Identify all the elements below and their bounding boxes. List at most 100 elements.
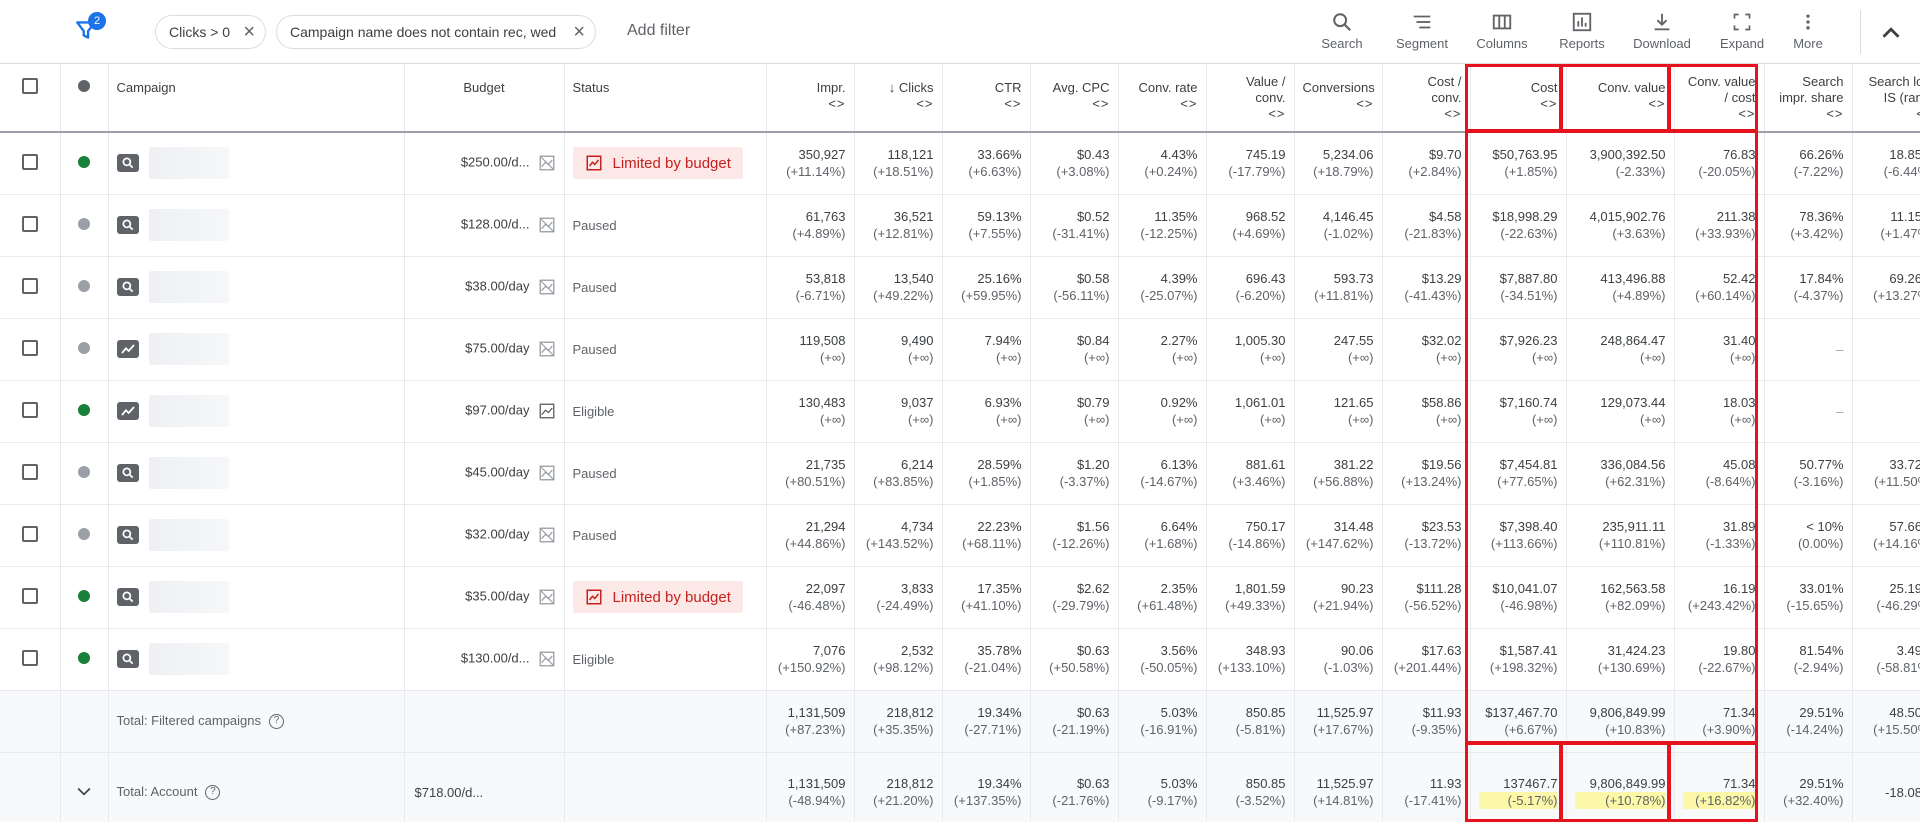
close-icon[interactable]: × bbox=[573, 21, 585, 43]
status-cell[interactable]: Paused bbox=[564, 504, 767, 567]
search-button[interactable]: Search bbox=[1302, 8, 1382, 58]
budget-cell[interactable]: $45.00/day bbox=[404, 442, 565, 505]
status-dot-icon[interactable] bbox=[78, 403, 90, 416]
budget-cell[interactable]: $38.00/day bbox=[404, 256, 565, 319]
sort-icon[interactable]: <> bbox=[1180, 96, 1198, 111]
table-row[interactable]: $97.00/day Eligible 130,483 (+∞) 9,037 (+∞) 6.… bbox=[0, 380, 1920, 443]
budget-chart-icon[interactable] bbox=[538, 278, 556, 296]
header-avg-cpc[interactable]: Avg. CPC <> bbox=[1030, 64, 1119, 133]
columns-button[interactable]: Columns bbox=[1462, 8, 1542, 58]
campaign-name-cell[interactable] bbox=[108, 256, 405, 319]
header-clicks[interactable]: ↓ Clicks <> bbox=[854, 64, 943, 133]
header-search-lost-is[interactable]: Search lostIS (rank)<> bbox=[1852, 64, 1920, 133]
status-dot-icon[interactable] bbox=[78, 341, 90, 354]
status-dot-icon[interactable] bbox=[78, 217, 90, 230]
budget-chart-icon[interactable] bbox=[538, 526, 556, 544]
header-conversions[interactable]: Conversions <> bbox=[1294, 64, 1383, 133]
row-checkbox[interactable] bbox=[21, 587, 38, 604]
help-icon[interactable]: ? bbox=[269, 714, 285, 730]
sort-icon[interactable]: <> bbox=[916, 96, 934, 111]
header-ctr[interactable]: CTR <> bbox=[942, 64, 1031, 133]
status-dot-icon[interactable] bbox=[78, 279, 90, 292]
status-dot-icon[interactable] bbox=[78, 155, 90, 168]
row-checkbox[interactable] bbox=[21, 277, 38, 294]
budget-chart-icon[interactable] bbox=[538, 650, 556, 668]
table-row[interactable]: $45.00/day Paused 21,735 (+80.51%) 6,214 (+83… bbox=[0, 442, 1920, 505]
segment-button[interactable]: Segment bbox=[1382, 8, 1462, 58]
status-cell[interactable]: Paused bbox=[564, 442, 767, 505]
header-conv-value-cost[interactable]: Conv. value / cost <> bbox=[1674, 64, 1765, 133]
status-cell[interactable]: Limited by budget bbox=[564, 132, 767, 195]
campaign-name-cell[interactable] bbox=[108, 442, 405, 505]
reports-button[interactable]: Reports bbox=[1542, 8, 1622, 58]
campaign-name-cell[interactable] bbox=[108, 628, 405, 691]
status-dot-icon[interactable] bbox=[78, 589, 90, 602]
sort-icon[interactable]: <> bbox=[1648, 96, 1666, 111]
status-dot-icon[interactable] bbox=[78, 465, 90, 478]
header-conv-rate[interactable]: Conv. rate <> bbox=[1118, 64, 1207, 133]
expand-button[interactable]: Expand bbox=[1702, 8, 1782, 58]
budget-chart-icon[interactable] bbox=[538, 464, 556, 482]
sort-icon[interactable]: <> bbox=[1004, 96, 1022, 111]
campaign-name-cell[interactable] bbox=[108, 194, 405, 257]
table-row[interactable]: $128.00/d... Paused 61,763 (+4.89%) 36,521 (+… bbox=[0, 194, 1920, 257]
sort-icon[interactable]: <> bbox=[1268, 106, 1286, 121]
chevron-down-icon[interactable] bbox=[74, 781, 94, 801]
budget-cell[interactable]: $128.00/d... bbox=[404, 194, 565, 257]
campaign-name-cell[interactable] bbox=[108, 504, 405, 567]
header-status[interactable]: Status bbox=[564, 64, 767, 133]
status-cell[interactable]: Paused bbox=[564, 194, 767, 257]
table-row[interactable]: $75.00/day Paused 119,508 (+∞) 9,490 (+∞) 7.94… bbox=[0, 318, 1920, 381]
campaign-name-cell[interactable] bbox=[108, 132, 405, 195]
add-filter-button[interactable]: Add filter bbox=[627, 22, 691, 39]
status-cell[interactable]: Eligible bbox=[564, 380, 767, 443]
status-dot-icon[interactable] bbox=[78, 527, 90, 540]
sort-icon[interactable]: <> bbox=[1444, 106, 1462, 121]
budget-cell[interactable]: $35.00/day bbox=[404, 566, 565, 629]
budget-chart-icon[interactable] bbox=[538, 402, 556, 420]
limited-by-budget-badge[interactable]: Limited by budget bbox=[572, 147, 743, 180]
row-checkbox[interactable] bbox=[21, 153, 38, 170]
header-conv-value[interactable]: Conv. value <> bbox=[1566, 64, 1675, 133]
row-checkbox[interactable] bbox=[21, 525, 38, 542]
header-impr[interactable]: Impr. <> bbox=[766, 64, 855, 133]
filter-chip-campaign-name[interactable]: Campaign name does not contain rec, wed … bbox=[276, 15, 596, 49]
budget-cell[interactable]: $250.00/d... bbox=[404, 132, 565, 195]
chevron-up-icon[interactable] bbox=[1876, 18, 1906, 48]
help-icon[interactable]: ? bbox=[205, 785, 221, 801]
row-checkbox[interactable] bbox=[21, 401, 38, 418]
budget-chart-icon[interactable] bbox=[538, 216, 556, 234]
budget-cell[interactable]: $32.00/day bbox=[404, 504, 565, 567]
status-cell[interactable]: Paused bbox=[564, 318, 767, 381]
table-row[interactable]: $35.00/day Limited by budget 22,097 (-46.48… bbox=[0, 566, 1920, 629]
header-campaign[interactable]: Campaign bbox=[108, 64, 405, 133]
campaign-name-cell[interactable] bbox=[108, 566, 405, 629]
budget-chart-icon[interactable] bbox=[538, 340, 556, 358]
budget-cell[interactable]: $130.00/d... bbox=[404, 628, 565, 691]
campaign-name-cell[interactable] bbox=[108, 380, 405, 443]
filter-chip-clicks[interactable]: Clicks > 0 × bbox=[155, 15, 266, 49]
header-search-impr-share[interactable]: Search impr. share <> bbox=[1764, 64, 1853, 133]
select-all-checkbox[interactable] bbox=[21, 78, 38, 94]
header-cost[interactable]: Cost <> bbox=[1470, 64, 1567, 133]
row-checkbox[interactable] bbox=[21, 649, 38, 666]
budget-chart-icon[interactable] bbox=[538, 154, 556, 172]
header-cost-conv[interactable]: Cost / conv. <> bbox=[1382, 64, 1471, 133]
status-cell[interactable]: Paused bbox=[564, 256, 767, 319]
row-checkbox[interactable] bbox=[21, 463, 38, 480]
more-button[interactable]: More bbox=[1768, 8, 1848, 58]
table-row[interactable]: $250.00/d... Limited by budget 350,927 (+11… bbox=[0, 132, 1920, 195]
limited-by-budget-badge[interactable]: Limited by budget bbox=[572, 581, 743, 613]
header-budget[interactable]: Budget bbox=[404, 64, 565, 133]
row-checkbox[interactable] bbox=[21, 339, 38, 356]
budget-cell[interactable]: $97.00/day bbox=[404, 380, 565, 443]
table-row[interactable]: $130.00/d... Eligible 7,076 (+150.92%) 2,532… bbox=[0, 628, 1920, 691]
table-row[interactable]: $32.00/day Paused 21,294 (+44.86%) 4,734 (+14… bbox=[0, 504, 1920, 567]
download-button[interactable]: Download bbox=[1622, 8, 1702, 58]
sort-icon[interactable]: <> bbox=[1540, 96, 1558, 111]
sort-icon[interactable]: <> bbox=[828, 96, 846, 111]
budget-chart-icon[interactable] bbox=[538, 588, 556, 606]
status-cell[interactable]: Limited by budget bbox=[564, 566, 767, 629]
status-cell[interactable]: Eligible bbox=[564, 628, 767, 691]
status-dot-icon[interactable] bbox=[78, 651, 90, 664]
